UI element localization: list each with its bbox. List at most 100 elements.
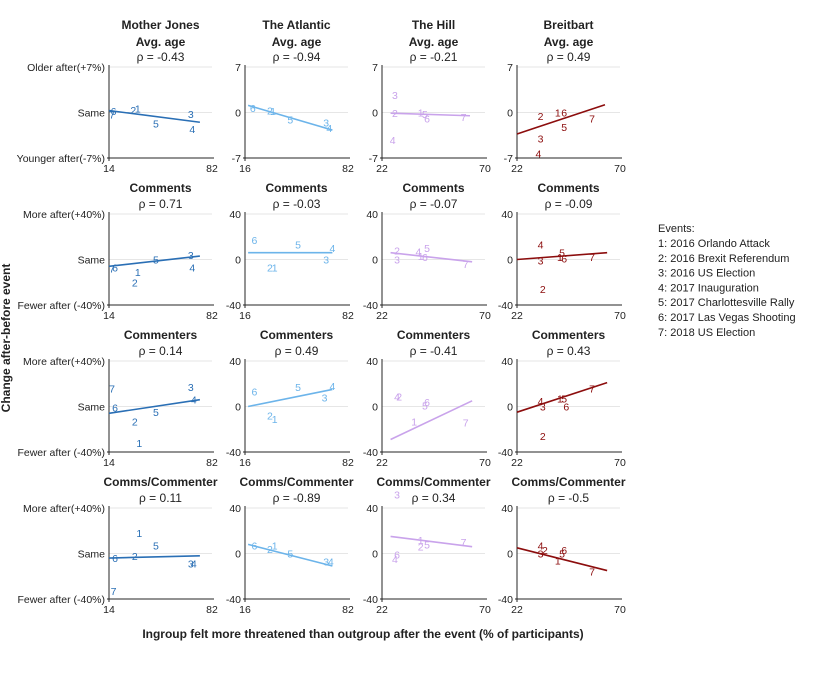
data-point-event-1: 1: [272, 262, 278, 274]
x-tick-label: 82: [206, 604, 218, 616]
y-tick-label: Same: [78, 255, 106, 267]
data-point-event-2: 2: [130, 105, 136, 117]
data-point-event-3: 3: [188, 559, 194, 571]
data-point-event-1: 1: [272, 541, 278, 553]
data-point-event-4: 4: [191, 395, 197, 407]
rho-label: ρ = -0.21: [410, 50, 458, 64]
y-tick-label: Same: [78, 402, 106, 414]
rho-label: ρ = -0.09: [545, 197, 593, 211]
data-point-event-6: 6: [250, 103, 256, 115]
y-tick-label: 0: [507, 402, 513, 414]
x-tick-label: 22: [511, 310, 523, 322]
data-point-event-6: 6: [424, 113, 430, 125]
data-point-event-7: 7: [589, 383, 595, 395]
data-point-event-5: 5: [153, 407, 159, 419]
data-point-event-5: 5: [422, 400, 428, 412]
y-tick-label: 40: [501, 503, 513, 515]
x-tick-label: 70: [614, 457, 626, 469]
data-point-event-3: 3: [538, 134, 544, 146]
data-point-event-7: 7: [589, 567, 595, 579]
y-tick-label: 0: [507, 255, 513, 267]
data-point-event-5: 5: [153, 255, 159, 267]
data-point-event-3: 3: [394, 255, 400, 267]
data-point-event-1: 1: [555, 555, 561, 567]
legend-item: 6: 2017 Las Vegas Shooting: [658, 312, 796, 324]
fit-line: [390, 112, 471, 117]
x-tick-label: 82: [342, 457, 354, 469]
y-tick-label: 0: [372, 255, 378, 267]
data-point-event-5: 5: [424, 539, 430, 551]
x-tick-label: 22: [511, 163, 523, 175]
data-point-event-4: 4: [538, 541, 544, 553]
y-tick-label: 40: [229, 503, 241, 515]
data-point-event-5: 5: [287, 549, 293, 561]
data-point-event-4: 4: [394, 391, 400, 403]
data-point-event-1: 1: [557, 252, 563, 264]
data-point-event-1: 1: [555, 108, 561, 120]
y-tick-label: -7: [232, 153, 241, 165]
y-tick-label: 40: [366, 209, 378, 221]
data-point-event-1: 1: [272, 414, 278, 426]
y-tick-label: 0: [235, 549, 241, 561]
y-tick-label: -40: [498, 300, 513, 312]
data-point-event-7: 7: [111, 586, 117, 598]
x-tick-label: 70: [479, 310, 491, 322]
data-point-event-3: 3: [540, 402, 546, 414]
y-tick-label: -40: [498, 594, 513, 606]
x-tick-label: 82: [206, 310, 218, 322]
panel-title: Comms/Commenter: [376, 475, 490, 489]
fit-line: [108, 398, 201, 415]
legend-item: 2: 2016 Brexit Referendum: [658, 253, 789, 265]
data-point-event-5: 5: [559, 549, 565, 561]
x-tick-label: 82: [342, 604, 354, 616]
fit-line: [516, 381, 608, 413]
data-point-event-3: 3: [188, 250, 194, 262]
legend-item: 4: 2017 Inauguration: [658, 282, 759, 294]
y-tick-label: Fewer after (-40%): [17, 594, 105, 606]
data-point-event-5: 5: [295, 382, 301, 394]
y-tick-label: 0: [235, 108, 241, 120]
data-point-event-6: 6: [112, 403, 118, 415]
fit-line: [108, 554, 200, 559]
y-tick-label: More after(+40%): [23, 503, 105, 515]
data-point-event-6: 6: [563, 402, 569, 414]
x-tick-label: 22: [376, 457, 388, 469]
y-tick-label: 40: [229, 356, 241, 368]
data-point-event-6: 6: [111, 106, 117, 118]
y-tick-label: 0: [372, 402, 378, 414]
y-tick-label: -40: [363, 300, 378, 312]
data-point-event-3: 3: [188, 109, 194, 121]
data-point-event-1: 1: [270, 106, 276, 118]
y-tick-label: 7: [372, 62, 378, 74]
rho-label: ρ = 0.71: [139, 197, 183, 211]
data-point-event-5: 5: [561, 122, 567, 134]
panel-mother-jones-comms-commenter: Comms/Commenter ρ = 0.11 More after(+40%) S…: [17, 475, 218, 616]
fit-line: [516, 547, 608, 572]
rho-label: ρ = 0.14: [139, 344, 183, 358]
fit-line: [516, 103, 606, 135]
y-tick-label: -40: [498, 447, 513, 459]
x-tick-label: 82: [206, 457, 218, 469]
data-point-event-7: 7: [463, 417, 469, 429]
y-tick-label: 0: [372, 549, 378, 561]
y-tick-label: -40: [363, 594, 378, 606]
data-point-event-4: 4: [191, 559, 197, 571]
rho-label: ρ = 0.49: [547, 50, 591, 64]
x-tick-label: 22: [376, 163, 388, 175]
y-tick-label: -40: [226, 594, 241, 606]
y-tick-label: -7: [504, 153, 513, 165]
data-point-event-5: 5: [422, 109, 428, 121]
panel-title: Commenters: [124, 328, 198, 342]
data-point-event-5: 5: [153, 119, 159, 131]
rho-label: ρ = 0.43: [547, 344, 591, 358]
data-point-event-1: 1: [136, 438, 142, 450]
rho-label: ρ = -0.89: [273, 491, 321, 505]
data-point-event-6: 6: [561, 545, 567, 557]
fit-line: [108, 109, 200, 124]
panel-title: Mother Jones: [121, 18, 199, 32]
data-point-event-2: 2: [132, 277, 138, 289]
data-point-event-4: 4: [390, 135, 396, 147]
